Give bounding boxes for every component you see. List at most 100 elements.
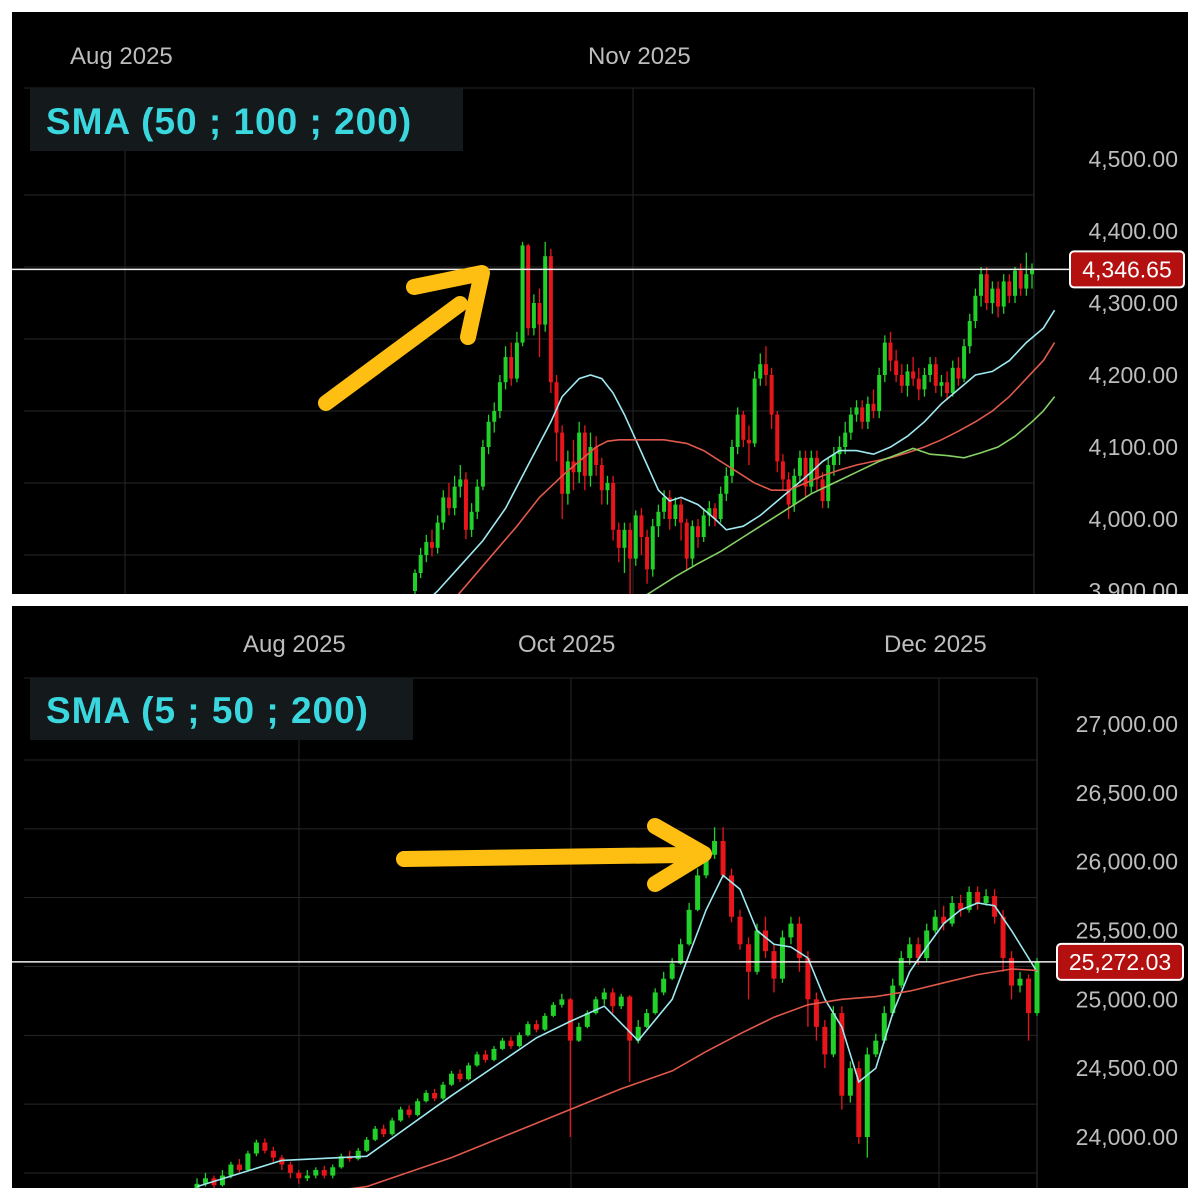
candle bbox=[270, 1146, 276, 1162]
candle bbox=[440, 1081, 446, 1100]
candle bbox=[805, 951, 811, 1027]
candle bbox=[864, 1047, 870, 1158]
candle bbox=[686, 902, 692, 946]
x-tick-label: Oct 2025 bbox=[518, 631, 615, 658]
candle bbox=[565, 450, 570, 505]
candle-body bbox=[826, 465, 831, 501]
candle-body bbox=[990, 288, 995, 303]
candle-body bbox=[713, 508, 718, 519]
candle bbox=[605, 475, 610, 505]
candle bbox=[599, 457, 604, 505]
candle-body bbox=[1001, 281, 1006, 307]
candle-body bbox=[1026, 978, 1032, 1014]
chart-top[interactable]: Aug 2025 Nov 2025 4,500.00 4,400.00 4,300.00… bbox=[12, 12, 1188, 594]
candle bbox=[898, 951, 904, 989]
last-price-label: 4,346.65 bbox=[1082, 256, 1172, 282]
candle bbox=[525, 1021, 531, 1037]
candle bbox=[737, 909, 743, 950]
candle-body bbox=[752, 378, 757, 444]
candle bbox=[661, 971, 667, 996]
candle bbox=[813, 992, 819, 1041]
candle bbox=[678, 938, 684, 965]
candle bbox=[610, 988, 616, 1014]
candle-body bbox=[888, 342, 893, 361]
candle bbox=[695, 868, 701, 912]
candle-body bbox=[313, 1170, 319, 1176]
candle-body bbox=[737, 916, 743, 945]
candle-body bbox=[712, 841, 718, 855]
candle-body bbox=[355, 1150, 361, 1160]
candle-body bbox=[1024, 274, 1029, 289]
candle-body bbox=[440, 1084, 446, 1099]
candle-body bbox=[1013, 270, 1018, 296]
candle-body bbox=[673, 504, 678, 519]
candle bbox=[415, 1098, 421, 1117]
candle bbox=[1030, 263, 1034, 289]
candle-body bbox=[245, 1153, 251, 1171]
candle-body bbox=[446, 497, 451, 509]
candle-body bbox=[588, 447, 593, 476]
candle-body bbox=[915, 944, 921, 959]
last-price-badge bbox=[1056, 942, 1184, 981]
candle bbox=[839, 1006, 845, 1110]
candle bbox=[514, 331, 519, 383]
candle bbox=[304, 1170, 310, 1182]
candle-body bbox=[492, 411, 497, 422]
candle bbox=[1024, 252, 1029, 296]
candle bbox=[543, 241, 548, 332]
candle-body bbox=[219, 1175, 225, 1186]
candle bbox=[797, 450, 802, 483]
legend-title: SMA (50 ; 100 ; 200) bbox=[46, 101, 412, 142]
candle bbox=[475, 479, 480, 519]
candle-body bbox=[599, 465, 604, 491]
candle bbox=[741, 411, 746, 447]
candle-body bbox=[873, 1040, 879, 1055]
candle-body bbox=[480, 447, 485, 487]
candle-body bbox=[1034, 961, 1040, 1014]
grid bbox=[24, 677, 1038, 1188]
candle bbox=[594, 436, 599, 476]
candle bbox=[907, 937, 913, 965]
candle-body bbox=[933, 364, 938, 386]
chart-panel-bottom[interactable]: Aug 2025 Oct 2025 Dec 2025 27,000.00 26,500.… bbox=[12, 606, 1188, 1188]
candle-body bbox=[644, 1013, 650, 1027]
candle bbox=[418, 547, 423, 579]
candle-body bbox=[780, 461, 785, 480]
candles bbox=[413, 241, 1034, 594]
candle bbox=[656, 504, 661, 537]
candle-body bbox=[763, 364, 768, 375]
candle bbox=[482, 1050, 488, 1063]
candle-body bbox=[724, 475, 729, 494]
candle-body bbox=[941, 916, 947, 924]
candle bbox=[452, 475, 457, 516]
candle-body bbox=[771, 951, 777, 979]
candle-body bbox=[576, 1026, 582, 1041]
candle bbox=[381, 1124, 387, 1137]
chart-bottom[interactable]: Aug 2025 Oct 2025 Dec 2025 27,000.00 26,500.… bbox=[12, 606, 1188, 1188]
candle-body bbox=[639, 515, 644, 537]
annotation-arrow-icon bbox=[396, 818, 712, 892]
candle-body bbox=[928, 364, 933, 375]
candle bbox=[856, 1061, 862, 1144]
candle-body bbox=[458, 479, 463, 487]
candle bbox=[582, 425, 587, 491]
candle bbox=[650, 519, 655, 577]
candle bbox=[622, 522, 627, 573]
candle-body bbox=[475, 486, 480, 512]
candle-body bbox=[678, 944, 684, 964]
candle-body bbox=[610, 992, 616, 1007]
y-tick-label: 4,500.00 bbox=[1088, 146, 1178, 172]
candle bbox=[480, 439, 485, 491]
candle-body bbox=[684, 522, 689, 559]
candle bbox=[466, 1062, 472, 1081]
candle-body bbox=[559, 999, 565, 1005]
chart-panel-top[interactable]: Aug 2025 Nov 2025 4,500.00 4,400.00 4,300.00… bbox=[12, 12, 1188, 594]
candle bbox=[321, 1165, 327, 1179]
candle-body bbox=[482, 1054, 488, 1060]
candle bbox=[843, 421, 848, 455]
candle-body bbox=[457, 1073, 463, 1080]
candle bbox=[601, 988, 607, 1005]
candle bbox=[788, 916, 794, 945]
candle bbox=[679, 498, 684, 541]
candle bbox=[1007, 274, 1012, 303]
